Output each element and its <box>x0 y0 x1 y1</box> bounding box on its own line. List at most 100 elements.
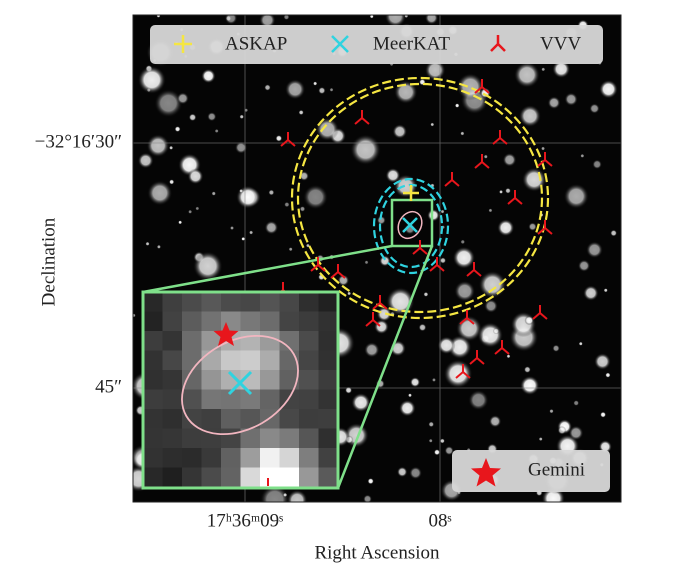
star <box>288 247 293 252</box>
meerkat-marker <box>227 370 253 396</box>
star <box>583 285 599 301</box>
star <box>502 152 517 167</box>
star <box>156 244 161 249</box>
zoom-connector <box>336 245 434 489</box>
legend-marker <box>471 458 501 487</box>
star <box>268 189 275 196</box>
inset-image <box>143 292 339 488</box>
inset-pixel <box>162 409 183 429</box>
star <box>454 280 476 302</box>
inset-pixel <box>201 370 222 390</box>
gemini-ellipse <box>181 334 299 436</box>
vvv-marker <box>537 152 553 167</box>
star <box>523 366 531 374</box>
legend-label: ASKAP <box>225 33 287 54</box>
star <box>367 477 374 485</box>
star <box>363 494 372 502</box>
inset-pixel <box>318 428 339 449</box>
star <box>407 393 412 398</box>
inset-pixel <box>279 467 300 488</box>
inset-pixel <box>143 448 163 468</box>
inset-legend: Gemini <box>452 450 610 492</box>
inset-pixel <box>182 350 202 371</box>
star <box>178 220 183 225</box>
star <box>528 222 537 231</box>
star <box>187 168 204 185</box>
star <box>600 411 607 418</box>
gemini-ellipse <box>397 210 423 240</box>
star <box>424 15 439 25</box>
star <box>145 241 150 246</box>
inset-pixel <box>260 467 280 488</box>
inset-pixel <box>143 409 163 429</box>
vvv-marker <box>412 240 428 255</box>
inset-pixel <box>240 409 261 429</box>
star <box>133 313 136 318</box>
star <box>433 449 441 456</box>
vvv-markers <box>275 79 553 379</box>
star <box>350 134 381 165</box>
vvv-marker <box>330 264 346 279</box>
star <box>499 189 504 194</box>
star <box>195 206 200 211</box>
inset-pixel <box>299 370 319 390</box>
star <box>211 191 216 196</box>
inset-pixel <box>182 292 202 312</box>
y-axis-label: Declination <box>38 217 59 306</box>
inset-pixel <box>162 428 183 449</box>
inset-pixel <box>240 389 261 410</box>
askap-error-region <box>290 76 550 320</box>
inset-pixel <box>201 331 222 351</box>
star <box>345 386 353 394</box>
star <box>510 311 537 338</box>
inset-pixel <box>260 428 280 449</box>
inset-frame <box>141 290 340 490</box>
inset-pixel <box>279 292 300 312</box>
vvv-marker <box>429 257 445 272</box>
x-axis-label: Right Ascension <box>314 542 440 563</box>
inset-pixel <box>240 428 261 449</box>
star <box>364 342 380 358</box>
inset-pixel <box>143 428 163 449</box>
inset-pixel <box>143 292 163 312</box>
star <box>518 104 542 128</box>
star <box>477 322 504 348</box>
star <box>443 359 473 389</box>
vvv-marker <box>507 190 523 205</box>
star <box>214 128 219 134</box>
star <box>396 466 408 478</box>
star <box>573 400 580 406</box>
star <box>286 489 308 502</box>
star <box>437 336 456 355</box>
inset-pixel <box>279 428 300 449</box>
inset-pixel <box>221 350 241 371</box>
inset-pixel <box>201 389 222 410</box>
star <box>409 377 421 388</box>
star <box>236 185 260 209</box>
inset-pixel <box>182 331 202 351</box>
star <box>488 208 493 213</box>
star <box>188 209 193 214</box>
inset-pixel <box>299 311 319 332</box>
star <box>524 315 534 326</box>
inset-pixel <box>201 448 222 468</box>
star <box>147 180 173 206</box>
inset-pixel <box>260 448 280 468</box>
star <box>430 122 435 127</box>
inset-pixel <box>240 292 261 312</box>
star <box>423 291 429 297</box>
inset-pixel <box>318 467 339 488</box>
star <box>484 299 498 313</box>
star <box>392 124 408 139</box>
inset-pixel <box>162 311 183 332</box>
inset-pixel <box>279 331 300 351</box>
vvv-marker <box>474 154 490 169</box>
star <box>460 239 466 245</box>
star <box>176 92 189 105</box>
vvv-marker <box>365 312 381 327</box>
vvv-marker <box>492 130 508 145</box>
vvv-marker <box>459 310 475 325</box>
star <box>454 103 460 108</box>
vvv-marker <box>372 295 388 310</box>
overlays <box>142 76 550 489</box>
